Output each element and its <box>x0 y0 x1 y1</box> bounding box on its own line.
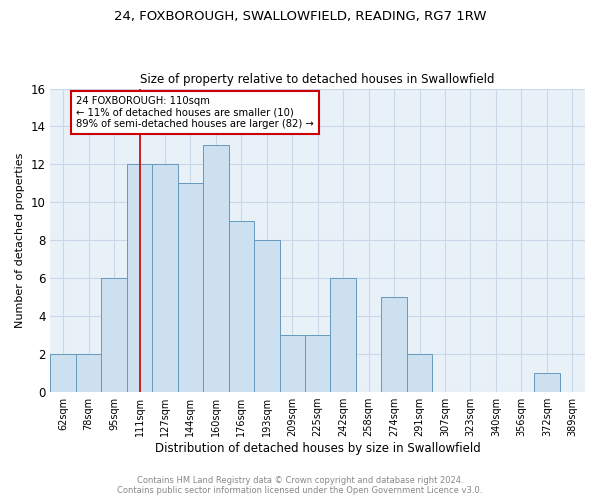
Bar <box>229 222 254 392</box>
Bar <box>152 164 178 392</box>
Bar <box>534 373 560 392</box>
Bar <box>331 278 356 392</box>
Bar <box>305 335 331 392</box>
Bar <box>178 184 203 392</box>
Bar <box>382 297 407 392</box>
Y-axis label: Number of detached properties: Number of detached properties <box>15 152 25 328</box>
Bar <box>407 354 432 392</box>
Bar <box>254 240 280 392</box>
Bar <box>203 146 229 392</box>
Bar <box>280 335 305 392</box>
Bar <box>76 354 101 392</box>
Text: 24, FOXBOROUGH, SWALLOWFIELD, READING, RG7 1RW: 24, FOXBOROUGH, SWALLOWFIELD, READING, R… <box>114 10 486 23</box>
Bar <box>50 354 76 392</box>
Bar <box>127 164 152 392</box>
Text: 24 FOXBOROUGH: 110sqm
← 11% of detached houses are smaller (10)
89% of semi-deta: 24 FOXBOROUGH: 110sqm ← 11% of detached … <box>76 96 314 130</box>
Title: Size of property relative to detached houses in Swallowfield: Size of property relative to detached ho… <box>140 73 495 86</box>
Bar <box>101 278 127 392</box>
Text: Contains HM Land Registry data © Crown copyright and database right 2024.
Contai: Contains HM Land Registry data © Crown c… <box>118 476 482 495</box>
X-axis label: Distribution of detached houses by size in Swallowfield: Distribution of detached houses by size … <box>155 442 481 455</box>
